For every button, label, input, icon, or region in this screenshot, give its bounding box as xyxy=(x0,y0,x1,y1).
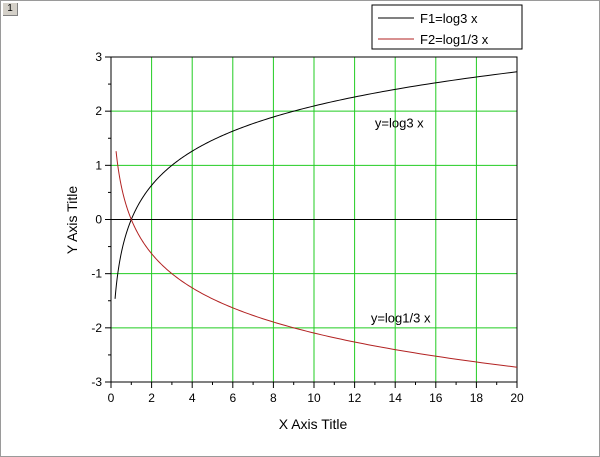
y-axis-title: Y Axis Title xyxy=(64,186,80,254)
x-tick-label: 18 xyxy=(470,391,484,405)
axis-ticks xyxy=(105,56,518,388)
x-tick-label: 20 xyxy=(510,391,524,405)
curve-annotation-1: y=log3 x xyxy=(375,115,424,130)
y-tick-label: 1 xyxy=(95,158,102,172)
x-tick-label: 2 xyxy=(148,391,155,405)
x-tick-label: 10 xyxy=(307,391,321,405)
legend-label-2: F2=log1/3 x xyxy=(420,32,489,47)
y-tick-label: 2 xyxy=(95,104,102,118)
x-tick-label: 4 xyxy=(189,391,196,405)
x-tick-label: 14 xyxy=(389,391,403,405)
x-axis-title: X Axis Title xyxy=(279,416,348,432)
series-line-1 xyxy=(114,71,518,299)
y-tick-label: -3 xyxy=(91,375,102,389)
series-line-2 xyxy=(115,151,518,368)
x-tick-label: 6 xyxy=(229,391,236,405)
y-tick-label: -2 xyxy=(91,321,102,335)
y-tick-label: 0 xyxy=(95,213,102,227)
x-tick-label: 0 xyxy=(108,391,115,405)
curve-annotation-2: y=log1/3 x xyxy=(371,310,431,325)
y-tick-label: -1 xyxy=(91,267,102,281)
x-tick-label: 12 xyxy=(348,391,362,405)
x-tick-label: 8 xyxy=(270,391,277,405)
legend-box xyxy=(371,4,523,50)
y-tick-label: 3 xyxy=(95,50,102,64)
series-group xyxy=(114,71,518,368)
annotations: y=log3 x y=log1/3 x xyxy=(371,115,431,325)
legend-label-1: F1=log3 x xyxy=(420,11,478,26)
x-tick-label: 16 xyxy=(429,391,443,405)
legend: F1=log3 x F2=log1/3 x xyxy=(371,4,523,50)
window-tab[interactable]: 1 xyxy=(3,3,18,16)
